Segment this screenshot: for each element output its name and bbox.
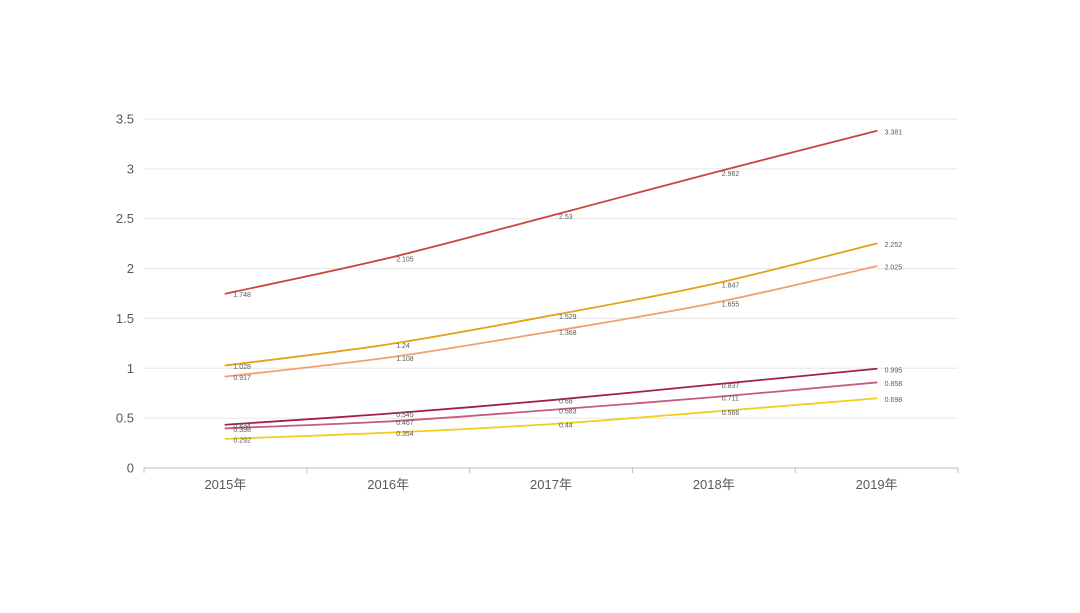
series-line: [224, 242, 878, 367]
data-label: 0.545: [396, 412, 414, 419]
series-line: [224, 265, 878, 378]
y-tick-label: 3: [127, 161, 134, 176]
x-tick-label: 2015年: [204, 477, 246, 492]
data-label: 3.381: [885, 129, 903, 136]
series-line: [224, 129, 878, 295]
data-label: 0.917: [233, 375, 251, 382]
data-label: 0.354: [396, 431, 414, 438]
data-label: 0.566: [722, 410, 740, 417]
data-label: 1.108: [396, 356, 414, 363]
y-tick-label: 2.5: [116, 211, 134, 226]
data-label: 0.434: [233, 423, 251, 430]
data-label: 0.711: [722, 396, 739, 403]
series-lines: [224, 129, 878, 440]
x-tick-label: 2019年: [856, 477, 898, 492]
data-label: 1.655: [722, 301, 740, 308]
x-tick-label: 2017年: [530, 477, 572, 492]
y-tick-label: 3.5: [116, 112, 134, 127]
data-label: 2.105: [396, 257, 414, 264]
data-label: 1.368: [559, 330, 577, 337]
data-label: 0.44: [559, 423, 573, 430]
data-label: 0.398: [233, 427, 251, 434]
data-label: 1.529: [559, 314, 577, 321]
data-labels: 1.748 2.105 2.53 2.962 3.381 1.028 1.24 1.529 1.…: [233, 129, 902, 444]
series-line: [224, 367, 878, 426]
data-label: 0.68: [559, 399, 573, 406]
data-label: 2.53: [559, 214, 573, 221]
series-line: [224, 381, 878, 430]
data-label: 0.995: [885, 367, 903, 374]
data-label: 0.837: [722, 383, 740, 390]
gridlines: [144, 118, 958, 419]
series-line: [224, 397, 878, 440]
data-label: 2.962: [722, 171, 740, 178]
x-axis-ticks: 2015年 2016年 2017年 2018年 2019年: [204, 477, 897, 492]
y-tick-label: 1.5: [116, 311, 134, 326]
x-tick-label: 2018年: [693, 477, 735, 492]
data-label: 1.24: [396, 343, 410, 350]
y-tick-label: 0: [127, 461, 134, 476]
data-label: 1.028: [233, 364, 251, 371]
data-label: 0.292: [233, 437, 251, 444]
data-label: 2.252: [885, 242, 903, 249]
y-tick-label: 2: [127, 261, 134, 276]
y-tick-label: 0.5: [116, 411, 134, 426]
y-tick-label: 1: [127, 361, 134, 376]
y-axis-ticks: 0 0.5 1 1.5 2 2.5 3 3.5: [116, 112, 134, 476]
data-label: 2.025: [885, 265, 903, 272]
x-axis: [143, 467, 959, 473]
x-tick-label: 2016年: [367, 477, 409, 492]
data-label: 0.583: [559, 408, 577, 415]
data-label: 0.467: [396, 420, 414, 427]
data-label: 1.748: [233, 292, 251, 299]
data-label: 0.858: [885, 381, 903, 388]
data-label: 1.847: [722, 282, 740, 289]
data-label: 0.698: [885, 397, 903, 404]
